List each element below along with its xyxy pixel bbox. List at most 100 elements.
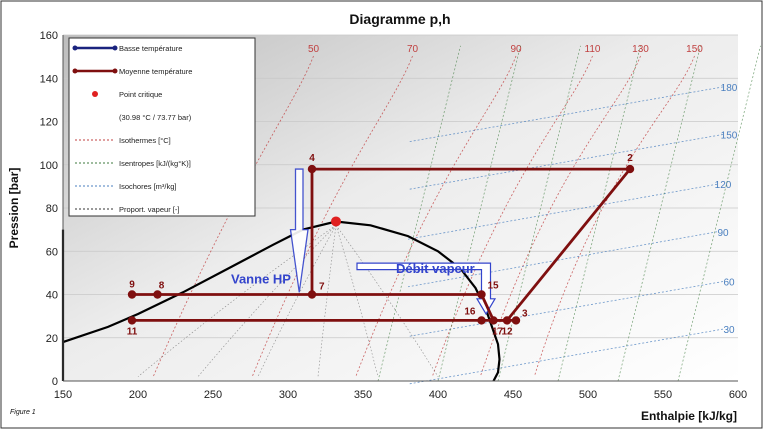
saturation-curve (62, 220, 501, 382)
isotherm-label: 150 (686, 44, 703, 55)
y-tick-label: 80 (46, 203, 58, 215)
isochore-label: 30 (723, 325, 735, 336)
cycle-point (307, 164, 317, 174)
isotherm-label: 110 (585, 44, 601, 55)
isochore-line (407, 231, 718, 288)
isentrope-line (557, 45, 641, 382)
figure-caption: Figure 1 (10, 409, 36, 416)
y-tick-label: 120 (40, 117, 58, 129)
debit-vapeur-arrow (356, 262, 497, 316)
x-axis-label: Enthalpie [kJ/kg] (641, 409, 737, 423)
legend: Basse température Moyenne température Poin… (68, 37, 256, 217)
cycle-point-label: 16 (464, 306, 476, 317)
legend-label: Isothermes [°C] (119, 136, 171, 145)
critical-point (331, 216, 341, 227)
x-tick-label: 350 (354, 389, 372, 401)
isotherm-label: 70 (407, 44, 419, 55)
vapour-fraction-line (197, 225, 337, 377)
cycle-point-label: 11 (127, 326, 138, 337)
legend-label: Point critique (119, 90, 162, 99)
cycle-point (307, 290, 317, 299)
y-tick-label: 100 (40, 160, 58, 172)
isochore-line (407, 328, 724, 385)
y-axis-label: Pression [bar] (7, 168, 21, 249)
cycle-point-label: 15 (488, 281, 500, 292)
cycle-point (153, 290, 162, 299)
cycle-point-label: 7 (319, 282, 325, 293)
y-tick-label: 20 (46, 333, 58, 345)
vapour-fraction-line (335, 225, 379, 377)
isentrope-line (617, 45, 701, 382)
cycle-point-label: 12 (501, 326, 513, 337)
annotation-label: Débit vapeur (396, 261, 475, 276)
y-tick-label: 160 (40, 30, 58, 42)
legend-label: Basse température (119, 44, 182, 53)
legend-swatch-marker (112, 68, 118, 74)
cycle-point-label: 17 (492, 326, 504, 337)
annotation-label: Vanne HP (231, 272, 291, 287)
cycle-point (477, 316, 486, 325)
annotation-arrows: Vanne HP Débit vapeur (231, 168, 497, 316)
vapour-fraction-line (317, 225, 337, 377)
isochore-label: 180 (721, 83, 738, 94)
isotherm-line (480, 55, 641, 377)
y-tick-label: 60 (46, 246, 58, 258)
isotherm-label: 50 (308, 44, 320, 55)
x-tick-label: 450 (504, 389, 522, 401)
cycle-point-label: 4 (309, 153, 315, 164)
isochore-label: 90 (717, 228, 729, 239)
cycle-point (625, 164, 635, 174)
isochore-line (407, 134, 724, 190)
legend-swatch-dot (92, 91, 98, 97)
isotherm-line (355, 55, 517, 377)
isochore-label: 120 (715, 180, 732, 191)
x-tick-label: 600 (729, 389, 747, 401)
isochore-line (407, 183, 718, 240)
x-tick-label: 200 (129, 389, 147, 401)
chart-title: Diagramme p,h (349, 11, 450, 27)
y-tick-label: 0 (52, 376, 58, 388)
isotherm-line (252, 55, 413, 377)
legend-label: Proport. vapeur [-] (119, 205, 179, 214)
vanne-hp-arrow (289, 168, 309, 293)
y-tick-label: 40 (46, 290, 58, 302)
legend-swatch-marker (72, 68, 78, 74)
isentrope-line (497, 45, 581, 382)
legend-label: Isentropes [kJ/(kg°K)] (119, 159, 191, 168)
x-tick-label: 500 (579, 389, 597, 401)
legend-swatch-marker (112, 45, 118, 51)
x-tick-label: 400 (429, 389, 447, 401)
points-group: 2 4 7 8 9 11 12 3 15 16 17 (127, 153, 635, 337)
isotherm-line (432, 55, 593, 377)
x-tick-label: 150 (54, 389, 72, 401)
isentrope-line (437, 45, 521, 382)
isotherm-label: 90 (510, 44, 522, 55)
cycle-point (489, 316, 498, 325)
isentrope-line (677, 45, 761, 382)
legend-swatch-marker (72, 45, 78, 51)
cycle-point-label: 8 (159, 281, 165, 292)
x-tick-label: 300 (279, 389, 297, 401)
isotherm-line (534, 55, 695, 377)
cycle-point-label: 3 (522, 308, 528, 319)
y-tick-label: 140 (40, 73, 58, 85)
legend-label: (30.98 °C / 73.77 bar) (119, 113, 192, 122)
cycle-point-label: 9 (129, 280, 135, 291)
vapour-fraction-line (335, 225, 439, 377)
cycle-point (511, 316, 521, 325)
cycle-point (477, 290, 486, 299)
legend-label: Moyenne température (119, 67, 192, 76)
x-tick-label: 550 (654, 389, 672, 401)
isotherm-line (153, 55, 314, 377)
vapour-fraction-line (137, 225, 337, 377)
isochore-label: 150 (721, 130, 738, 141)
x-tick-label: 250 (204, 389, 222, 401)
isentrope-line (377, 45, 461, 382)
cycle-point (127, 316, 137, 325)
isochore-line (407, 281, 724, 337)
cycle-point (502, 316, 512, 325)
legend-label: Isochores [m³/kg] (119, 182, 177, 191)
